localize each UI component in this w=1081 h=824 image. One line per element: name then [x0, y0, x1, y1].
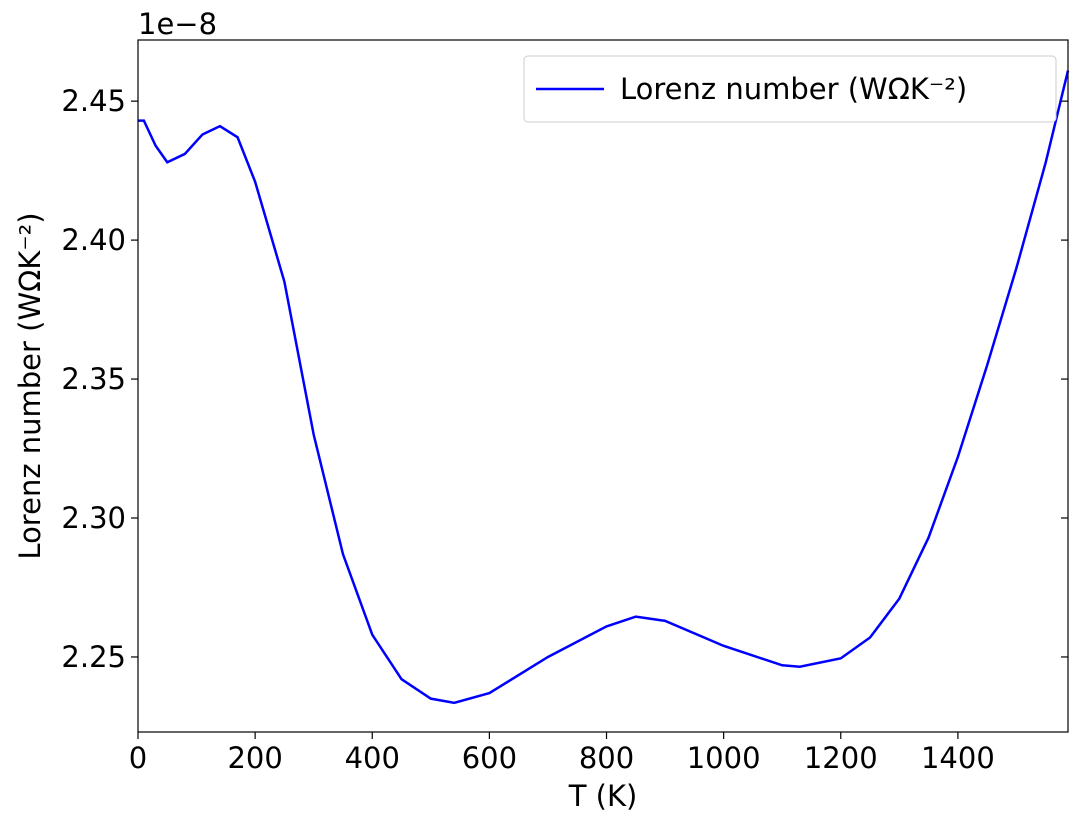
legend-label: Lorenz number (WΩK⁻²) [620, 72, 967, 106]
x-axis-label: T (K) [568, 779, 638, 813]
x-tick-label: 1400 [921, 741, 995, 775]
legend-box [523, 55, 1057, 123]
y-tick-label: 2.45 [61, 84, 126, 118]
x-tick-label: 800 [579, 741, 634, 775]
x-tick-label: 200 [227, 741, 282, 775]
x-tick-label: 0 [129, 741, 147, 775]
y-tick-label: 2.30 [61, 501, 126, 535]
x-tick-label: 1200 [804, 741, 878, 775]
y-tick-label: 2.25 [61, 640, 126, 674]
plot-frame [137, 39, 1069, 733]
y-axis-label: Lorenz number (WΩK⁻²) [13, 212, 47, 559]
offset-text: 1e−8 [138, 7, 217, 41]
x-tick-label: 1000 [687, 741, 761, 775]
data-line [138, 70, 1070, 705]
y-tick-label: 2.40 [61, 223, 126, 257]
x-tick-label: 600 [462, 741, 517, 775]
x-tick-label: 400 [345, 741, 400, 775]
y-tick-label: 2.35 [61, 362, 126, 396]
